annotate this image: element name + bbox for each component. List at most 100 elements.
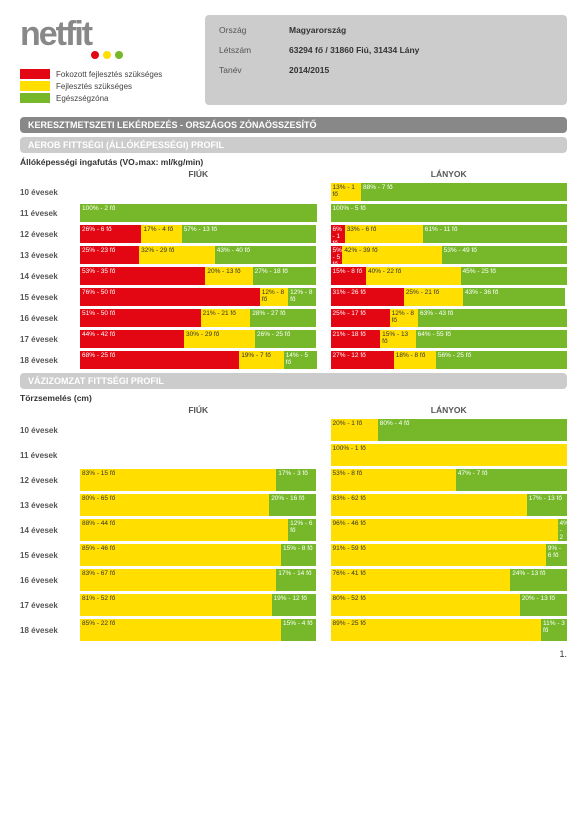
zone-segment: 100% - 2 fő bbox=[80, 204, 317, 222]
zone-segment: 12% - 6 fő bbox=[288, 519, 316, 541]
bar-cell-girls: 31% - 26 fő25% - 21 fő43% - 36 fő bbox=[331, 288, 568, 306]
zone-segment: 85% - 46 fő bbox=[80, 544, 281, 566]
zone-segment: 20% - 16 fő bbox=[269, 494, 316, 516]
bar-cell-girls: 80% - 52 fő20% - 13 fő bbox=[331, 594, 568, 616]
age-row: 17 évesek81% - 52 fő19% - 12 fő80% - 52 … bbox=[20, 594, 567, 616]
zone-segment: 83% - 15 fő bbox=[80, 469, 276, 491]
section2-title-bar: VÁZIZOMZAT FITTSÉGI PROFIL bbox=[20, 373, 567, 389]
zone-segment: 53% - 35 fő bbox=[80, 267, 205, 285]
zone-segment: 30% - 29 fő bbox=[184, 330, 255, 348]
zone-segment: 15% - 13 fő bbox=[380, 330, 415, 348]
bar-cell-girls: 13% - 1 fő88% - 7 fő bbox=[331, 183, 568, 201]
info-value: Magyarország bbox=[289, 25, 346, 35]
age-label: 15 évesek bbox=[20, 551, 80, 560]
age-label: 10 évesek bbox=[20, 188, 80, 197]
zone-segment: 20% - 13 fő bbox=[520, 594, 567, 616]
age-row: 17 évesek44% - 42 fő30% - 29 fő26% - 25 … bbox=[20, 330, 567, 348]
zone-segment: 56% - 25 fő bbox=[436, 351, 567, 369]
bar-cell-boys: 83% - 15 fő17% - 3 fő bbox=[80, 469, 317, 491]
bar-cell-boys: 68% - 25 fő19% - 7 fő14% - 5 fő bbox=[80, 351, 317, 369]
age-row: 13 évesek80% - 65 fő20% - 16 fő83% - 62 … bbox=[20, 494, 567, 516]
legend-row: Fokozott fejlesztés szükséges bbox=[20, 69, 190, 79]
chart2-vazizomzat: 10 évesek20% - 1 fő80% - 4 fő11 évesek10… bbox=[20, 419, 567, 641]
zone-segment: 19% - 7 fő bbox=[239, 351, 284, 369]
zone-segment: 15% - 8 fő bbox=[281, 544, 316, 566]
info-value: 63294 fő / 31860 Fiú, 31434 Lány bbox=[289, 45, 419, 55]
zone-segment: 80% - 52 fő bbox=[331, 594, 520, 616]
bar-cell-boys bbox=[80, 419, 317, 441]
zone-segment: 27% - 12 fő bbox=[331, 351, 394, 369]
bar-cell-girls: 21% - 18 fő15% - 13 fő64% - 55 fő bbox=[331, 330, 568, 348]
age-label: 12 évesek bbox=[20, 230, 80, 239]
zone-segment: 20% - 1 fő bbox=[331, 419, 378, 441]
legend-swatch bbox=[20, 69, 50, 79]
age-row: 15 évesek76% - 50 fő12% - 8 fő12% - 8 fő… bbox=[20, 288, 567, 306]
zone-segment: 100% - 5 fő bbox=[331, 204, 568, 222]
zone-segment: 15% - 4 fő bbox=[281, 619, 316, 641]
bar-cell-boys: 53% - 35 fő20% - 13 fő27% - 18 fő bbox=[80, 267, 317, 285]
zone-segment: 85% - 22 fő bbox=[80, 619, 281, 641]
boys-col-title: FIÚK bbox=[80, 169, 317, 179]
zone-segment: 33% - 6 fő bbox=[345, 225, 423, 243]
zone-segment: 43% - 40 fő bbox=[215, 246, 317, 264]
info-label: Létszám bbox=[219, 45, 289, 55]
bar-cell-girls: 76% - 41 fő24% - 13 fő bbox=[331, 569, 568, 591]
section1-title-bar: AEROB FITTSÉGI (ÁLLÓKÉPESSÉGI) PROFIL bbox=[20, 137, 567, 153]
bar-cell-girls: 20% - 1 fő80% - 4 fő bbox=[331, 419, 568, 441]
bar-cell-girls: 91% - 59 fő9% - 6 fő bbox=[331, 544, 568, 566]
zone-segment: 15% - 8 fő bbox=[331, 267, 366, 285]
bar-cell-boys: 80% - 65 fő20% - 16 fő bbox=[80, 494, 317, 516]
age-label: 17 évesek bbox=[20, 601, 80, 610]
age-label: 11 évesek bbox=[20, 451, 80, 460]
zone-segment: 76% - 50 fő bbox=[80, 288, 260, 306]
bar-cell-boys: 85% - 46 fő15% - 8 fő bbox=[80, 544, 317, 566]
age-label: 13 évesek bbox=[20, 251, 80, 260]
age-row: 12 évesek26% - 6 fő17% - 4 fő57% - 13 fő… bbox=[20, 225, 567, 243]
zone-segment: 61% - 11 fő bbox=[423, 225, 567, 243]
zone-segment: 47% - 7 fő bbox=[456, 469, 567, 491]
zone-segment: 17% - 3 fő bbox=[276, 469, 316, 491]
bar-cell-girls: 27% - 12 fő18% - 8 fő56% - 25 fő bbox=[331, 351, 568, 369]
age-row: 11 évesek100% - 2 fő100% - 5 fő bbox=[20, 204, 567, 222]
zone-segment: 18% - 8 fő bbox=[394, 351, 436, 369]
legend-label: Fejlesztés szükséges bbox=[56, 82, 132, 91]
zone-segment: 12% - 8 fő bbox=[260, 288, 288, 306]
zone-segment: 83% - 67 fő bbox=[80, 569, 276, 591]
zone-segment: 31% - 26 fő bbox=[331, 288, 404, 306]
info-value: 2014/2015 bbox=[289, 65, 329, 75]
bar-cell-boys: 44% - 42 fő30% - 29 fő26% - 25 fő bbox=[80, 330, 317, 348]
info-box: Ország Magyarország Létszám 63294 fő / 3… bbox=[205, 15, 567, 105]
legend-label: Fokozott fejlesztés szükséges bbox=[56, 70, 162, 79]
bar-cell-boys: 83% - 67 fő17% - 14 fő bbox=[80, 569, 317, 591]
girls-col-title: LÁNYOK bbox=[331, 405, 568, 415]
zone-segment: 14% - 5 fő bbox=[284, 351, 317, 369]
legend-swatch bbox=[20, 81, 50, 91]
zone-segment: 100% - 1 fő bbox=[331, 444, 568, 466]
zone-segment: 25% - 21 fő bbox=[404, 288, 463, 306]
zone-segment: 64% - 55 fő bbox=[416, 330, 567, 348]
zone-segment: 11% - 3 fő bbox=[541, 619, 567, 641]
bar-cell-girls: 25% - 17 fő12% - 8 fő63% - 43 fő bbox=[331, 309, 568, 327]
zone-segment: 25% - 17 fő bbox=[331, 309, 390, 327]
zone-segment: 28% - 27 fő bbox=[250, 309, 316, 327]
header: netfit Fokozott fejlesztés szükséges Fejl… bbox=[20, 15, 567, 105]
age-label: 14 évesek bbox=[20, 526, 80, 535]
svg-text:netfit: netfit bbox=[20, 15, 93, 53]
zone-segment: 40% - 22 fő bbox=[366, 267, 461, 285]
age-row: 14 évesek88% - 44 fő12% - 6 fő96% - 46 f… bbox=[20, 519, 567, 541]
zone-segment: 13% - 1 fő bbox=[331, 183, 361, 201]
zone-segment: 63% - 43 fő bbox=[418, 309, 567, 327]
legend-row: Egészségzóna bbox=[20, 93, 190, 103]
zone-segment: 91% - 59 fő bbox=[331, 544, 546, 566]
zone-segment: 80% - 4 fő bbox=[378, 419, 567, 441]
age-row: 16 évesek83% - 67 fő17% - 14 fő 76% - 41 … bbox=[20, 569, 567, 591]
zone-segment: 12% - 8 fő bbox=[288, 288, 316, 306]
info-row-count: Létszám 63294 fő / 31860 Fiú, 31434 Lány bbox=[219, 45, 553, 55]
columns-header: FIÚK LÁNYOK bbox=[20, 405, 567, 415]
zone-segment: 42% - 39 fő bbox=[342, 246, 441, 264]
zone-segment: 43% - 36 fő bbox=[463, 288, 565, 306]
bar-cell-boys: 85% - 22 fő15% - 4 fő bbox=[80, 619, 317, 641]
age-label: 16 évesek bbox=[20, 576, 80, 585]
zone-segment: 57% - 13 fő bbox=[182, 225, 317, 243]
zone-segment: 45% - 25 fő bbox=[461, 267, 567, 285]
